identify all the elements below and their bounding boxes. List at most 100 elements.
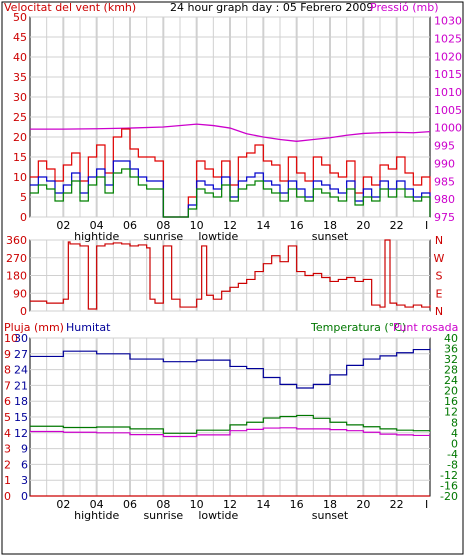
rain-axis-tick: 4 (4, 427, 11, 440)
wind-axis-tick: 5 (20, 191, 27, 204)
wind-axis-tick: 35 (13, 71, 27, 84)
temperature-axis-tick: 20 (444, 385, 458, 398)
wind-axis-tick: 20 (13, 131, 27, 144)
temperature-axis-tick: 4 (451, 427, 458, 440)
temperature-axis-tick: 24 (444, 374, 458, 387)
pressure-axis-tick: 995 (434, 140, 455, 153)
direction-axis-tick: 0 (20, 305, 27, 318)
hour-tick-label: 20 (356, 219, 370, 232)
humidity-label: Humitat (66, 321, 111, 334)
temperature-axis-tick: 0 (451, 437, 458, 450)
wind-axis-tick: 0 (20, 211, 27, 224)
humidity-axis-tick: 21 (14, 379, 28, 392)
tide-event-label: hightide (74, 509, 119, 522)
hour-tick-label: 16 (290, 498, 304, 511)
hour-tick-label: 04 (90, 498, 104, 511)
wind-axis-tick: 15 (13, 151, 27, 164)
temperature-axis-tick: -8 (447, 458, 458, 471)
rain-axis-tick: 1 (4, 474, 11, 487)
hour-tick-label: 02 (56, 498, 70, 511)
rain-axis-tick: 6 (4, 395, 11, 408)
page-title: 24 hour graph day : 05 Febrero 2009 (170, 1, 373, 14)
temperature-axis-tick: 28 (444, 364, 458, 377)
pressure-axis-tick: 1015 (434, 68, 462, 81)
hour-tick-label: 16 (290, 219, 304, 232)
hour-tick-label: 10 (190, 498, 204, 511)
tide-event-label: sunrise (143, 230, 183, 243)
temperature-axis-tick: 12 (444, 406, 458, 419)
temperature-axis-tick: -4 (447, 448, 458, 461)
humidity-axis-tick: 27 (14, 348, 28, 361)
rain-label: Pluja (mm) (4, 321, 64, 334)
pressure-axis-tick: 1030 (434, 15, 462, 28)
tide-event-label: hightide (74, 230, 119, 243)
pressure-label: Pressió (mb) (370, 1, 439, 14)
temperature-axis-tick: 8 (451, 416, 458, 429)
wind-axis-tick: 40 (13, 51, 27, 64)
rain-axis-tick: 9 (4, 348, 11, 361)
direction-axis-tick: 360 (6, 234, 27, 247)
temperature-axis-tick: 16 (444, 395, 458, 408)
wind-axis-tick: 50 (13, 11, 27, 24)
pressure-axis-tick: 1010 (434, 86, 462, 99)
wind-avg-line (30, 160, 431, 218)
pressure-axis-tick: 990 (434, 157, 455, 170)
hour-tick-label: I (425, 498, 428, 511)
temperature-axis-tick: 36 (444, 343, 458, 356)
data-series (30, 123, 431, 497)
tide-event-label: sunset (312, 509, 349, 522)
wind-axis-tick: 25 (13, 111, 27, 124)
hour-tick-label: I (425, 219, 428, 232)
humidity-axis-tick: 3 (21, 474, 28, 487)
pressure-axis-tick: 985 (434, 175, 455, 188)
humidity-axis-tick: 0 (21, 490, 28, 503)
hour-tick-label: 06 (123, 498, 137, 511)
grid-lines (30, 16, 430, 497)
humidity-axis-tick: 30 (14, 332, 28, 345)
pressure-axis-tick: 1025 (434, 32, 462, 45)
hour-tick-label: 18 (323, 498, 337, 511)
hour-tick-label: 04 (90, 219, 104, 232)
compass-label: W (434, 252, 445, 265)
hour-tick-label: 02 (56, 219, 70, 232)
tide-event-label: sunset (312, 230, 349, 243)
direction-axis-tick: 90 (13, 287, 27, 300)
temperature-axis-tick: 32 (444, 353, 458, 366)
humidity-axis-tick: 9 (21, 443, 28, 456)
dewpoint-label: Punt rosada (393, 321, 458, 334)
compass-label: N (435, 305, 443, 318)
hour-tick-label: 10 (190, 219, 204, 232)
rain-axis-tick: 10 (4, 332, 18, 345)
pressure-line (30, 123, 431, 142)
dewpoint-line (30, 427, 430, 438)
humidity-axis-tick: 18 (14, 395, 28, 408)
hour-tick-label: 12 (223, 498, 237, 511)
tide-event-label: lowtide (198, 509, 238, 522)
rain-axis-tick: 0 (4, 490, 11, 503)
wind-gust-line (30, 128, 431, 218)
pressure-axis-tick: 1000 (434, 122, 462, 135)
temperature-axis-tick: 40 (444, 332, 458, 345)
temperature-axis-tick: -12 (440, 469, 458, 482)
hour-tick-label: 22 (390, 498, 404, 511)
tide-event-label: lowtide (198, 230, 238, 243)
temperature-line (30, 414, 431, 434)
temperature-label: Temperatura (°C) (310, 321, 406, 334)
humidity-line (30, 348, 431, 389)
rain-axis-tick: 3 (4, 443, 11, 456)
wind-axis-tick: 10 (13, 171, 27, 184)
direction-axis-tick: 270 (6, 252, 27, 265)
humidity-axis-tick: 6 (21, 458, 28, 471)
hour-tick-label: 06 (123, 219, 137, 232)
wind-axis-tick: 30 (13, 91, 27, 104)
pressure-axis-tick: 1020 (434, 50, 462, 63)
tide-event-label: sunrise (143, 509, 183, 522)
rain-axis-tick: 5 (4, 411, 11, 424)
pressure-axis-tick: 980 (434, 193, 455, 206)
temperature-axis-tick: -16 (440, 479, 458, 492)
wind-speed-line (30, 168, 431, 218)
wind-speed-label: Velocitat del vent (kmh) (4, 1, 136, 14)
humidity-axis-tick: 15 (14, 411, 28, 424)
compass-label: N (435, 234, 443, 247)
